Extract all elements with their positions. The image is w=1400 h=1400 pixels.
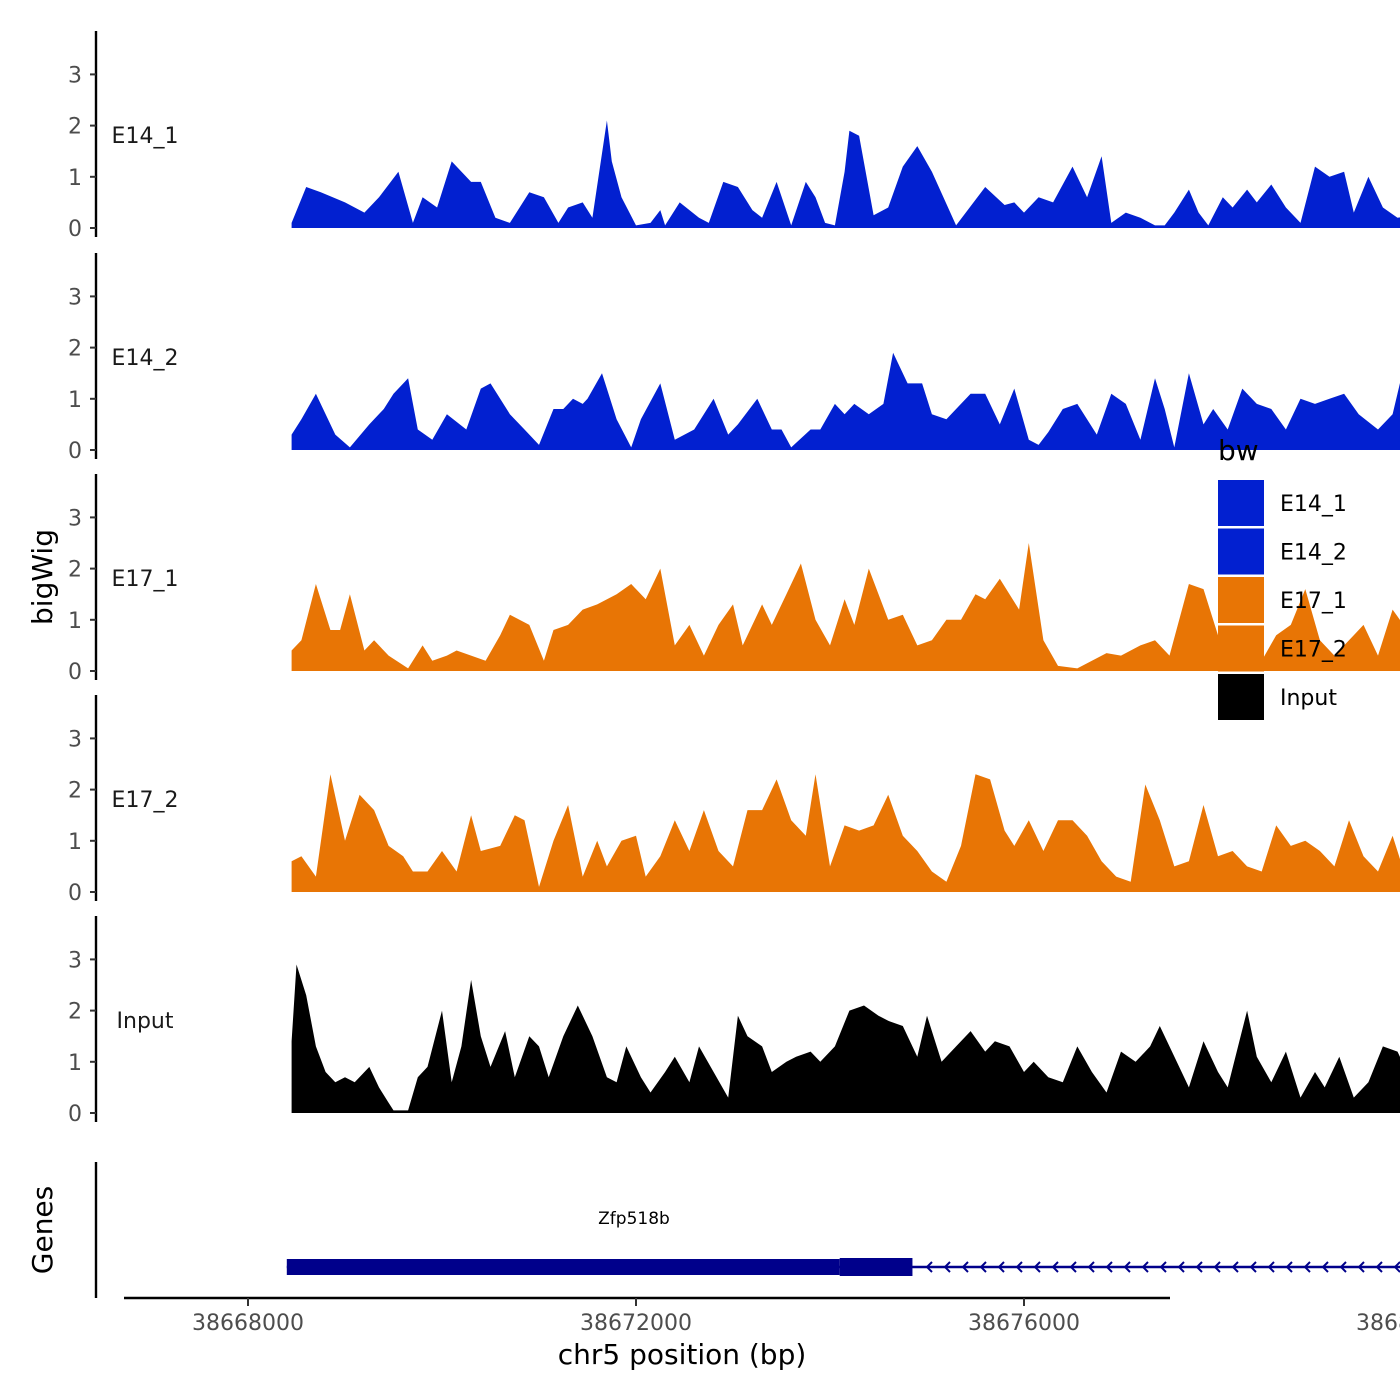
legend-swatch bbox=[1218, 577, 1264, 623]
gene-exon bbox=[286, 1259, 840, 1275]
legend-item-e17-1: E17_1 bbox=[1218, 577, 1347, 623]
track-label: E17_2 bbox=[112, 788, 179, 813]
strand-arrow bbox=[1105, 1261, 1113, 1273]
legend-item-input: Input bbox=[1218, 674, 1337, 720]
y-axis-title: bigWig bbox=[26, 529, 59, 625]
coverage-area bbox=[291, 543, 1400, 671]
strand-arrow bbox=[1321, 1261, 1329, 1273]
coverage-area bbox=[291, 774, 1400, 892]
y-tick-label: 2 bbox=[68, 558, 82, 583]
strand-arrow bbox=[1069, 1261, 1077, 1273]
legend: bw E14_1 E14_2 E17_1 E17_2 Input bbox=[1218, 434, 1347, 720]
strand-arrow bbox=[1051, 1261, 1059, 1273]
x-axis-title: chr5 position (bp) bbox=[558, 1338, 807, 1371]
y-tick-label: 1 bbox=[68, 830, 82, 855]
legend-title: bw bbox=[1218, 434, 1259, 467]
x-tick-label: 38668000 bbox=[192, 1311, 304, 1336]
track-e17-1: 0 1 2 3 E17_1 bbox=[68, 474, 1400, 685]
y-tick-label: 0 bbox=[68, 660, 82, 685]
genes-label: Genes bbox=[26, 1186, 59, 1274]
x-tick-label: 38676000 bbox=[968, 1311, 1080, 1336]
strand-arrow bbox=[1159, 1261, 1167, 1273]
track-label: E14_2 bbox=[112, 346, 179, 371]
tracks-area: 0 1 2 3 E14_1 0 1 2 3 E14_2 0 1 2 3 E17_1 0 1 2 3 E17_2 0 1 2 3… bbox=[68, 31, 1400, 1127]
strand-arrow bbox=[1285, 1261, 1293, 1273]
y-tick-label: 3 bbox=[68, 948, 82, 973]
strand-arrow bbox=[979, 1261, 987, 1273]
strand-arrow bbox=[925, 1261, 933, 1273]
y-tick-label: 1 bbox=[68, 1051, 82, 1076]
coverage-area bbox=[291, 964, 1400, 1113]
strand-arrow bbox=[1177, 1261, 1185, 1273]
y-tick-label: 2 bbox=[68, 337, 82, 362]
legend-swatch bbox=[1218, 528, 1264, 575]
legend-swatch bbox=[1218, 674, 1264, 720]
legend-swatch bbox=[1218, 480, 1264, 526]
strand-arrow bbox=[943, 1261, 951, 1273]
legend-items: E14_1 E14_2 E17_1 E17_2 Input bbox=[1218, 480, 1347, 720]
strand-arrow bbox=[1339, 1261, 1347, 1273]
track-label: E14_1 bbox=[112, 124, 179, 149]
x-axis: 3866800038672000386760003868000038684000… bbox=[124, 1296, 1400, 1371]
y-tick-label: 1 bbox=[68, 166, 82, 191]
strand-arrow bbox=[1393, 1261, 1400, 1273]
legend-item-e14-1: E14_1 bbox=[1218, 480, 1347, 526]
track-e14-1: 0 1 2 3 E14_1 bbox=[68, 31, 1400, 242]
y-tick-label: 3 bbox=[68, 285, 82, 310]
legend-label: E17_1 bbox=[1280, 589, 1347, 614]
track-label: E17_1 bbox=[112, 567, 179, 592]
gene-exon bbox=[839, 1258, 913, 1276]
strand-arrow bbox=[1015, 1261, 1023, 1273]
y-tick-label: 3 bbox=[68, 506, 82, 531]
strand-arrow bbox=[1357, 1261, 1365, 1273]
strand-arrow bbox=[961, 1261, 969, 1273]
legend-item-e17-2: E17_2 bbox=[1218, 625, 1347, 672]
strand-arrow bbox=[1141, 1261, 1149, 1273]
strand-arrow bbox=[1033, 1261, 1041, 1273]
track-input: 0 1 2 3 Input bbox=[68, 916, 1400, 1127]
legend-label: E14_1 bbox=[1280, 492, 1347, 517]
gene-name-label: Zfp518b bbox=[598, 1209, 670, 1229]
strand-arrow bbox=[1231, 1261, 1239, 1273]
x-ticks: 3866800038672000386760003868000038684000 bbox=[192, 1298, 1400, 1336]
y-tick-label: 3 bbox=[68, 727, 82, 752]
y-tick-label: 2 bbox=[68, 779, 82, 804]
x-tick-label: 38680000 bbox=[1356, 1311, 1400, 1336]
y-tick-label: 3 bbox=[68, 63, 82, 88]
legend-label: E17_2 bbox=[1280, 638, 1347, 663]
track-label: Input bbox=[117, 1009, 174, 1034]
strand-arrow bbox=[1375, 1261, 1383, 1273]
x-tick-label: 38672000 bbox=[580, 1311, 692, 1336]
strand-arrow bbox=[997, 1261, 1005, 1273]
y-tick-label: 0 bbox=[68, 217, 82, 242]
y-tick-label: 0 bbox=[68, 881, 82, 906]
genes-panel: Genes Zfp518b bbox=[26, 1162, 1400, 1298]
legend-swatch bbox=[1218, 625, 1264, 672]
y-tick-label: 0 bbox=[68, 1102, 82, 1127]
strand-arrow bbox=[1249, 1261, 1257, 1273]
y-tick-label: 1 bbox=[68, 609, 82, 634]
track-e14-2: 0 1 2 3 E14_2 bbox=[68, 253, 1400, 464]
coverage-area bbox=[291, 120, 1400, 228]
strand-arrow bbox=[1123, 1261, 1131, 1273]
gene-model bbox=[286, 1258, 1400, 1276]
legend-label: E14_2 bbox=[1280, 541, 1347, 566]
strand-arrow bbox=[1213, 1261, 1221, 1273]
strand-arrow bbox=[1267, 1261, 1275, 1273]
strand-arrow bbox=[1195, 1261, 1203, 1273]
strand-arrow bbox=[1303, 1261, 1311, 1273]
y-tick-label: 2 bbox=[68, 115, 82, 140]
strand-arrow bbox=[1087, 1261, 1095, 1273]
y-tick-label: 2 bbox=[68, 1000, 82, 1025]
coverage-area bbox=[291, 352, 1400, 450]
y-tick-label: 1 bbox=[68, 388, 82, 413]
legend-label: Input bbox=[1280, 686, 1337, 711]
track-e17-2: 0 1 2 3 E17_2 bbox=[68, 695, 1400, 906]
y-tick-label: 0 bbox=[68, 439, 82, 464]
legend-item-e14-2: E14_2 bbox=[1218, 528, 1347, 575]
